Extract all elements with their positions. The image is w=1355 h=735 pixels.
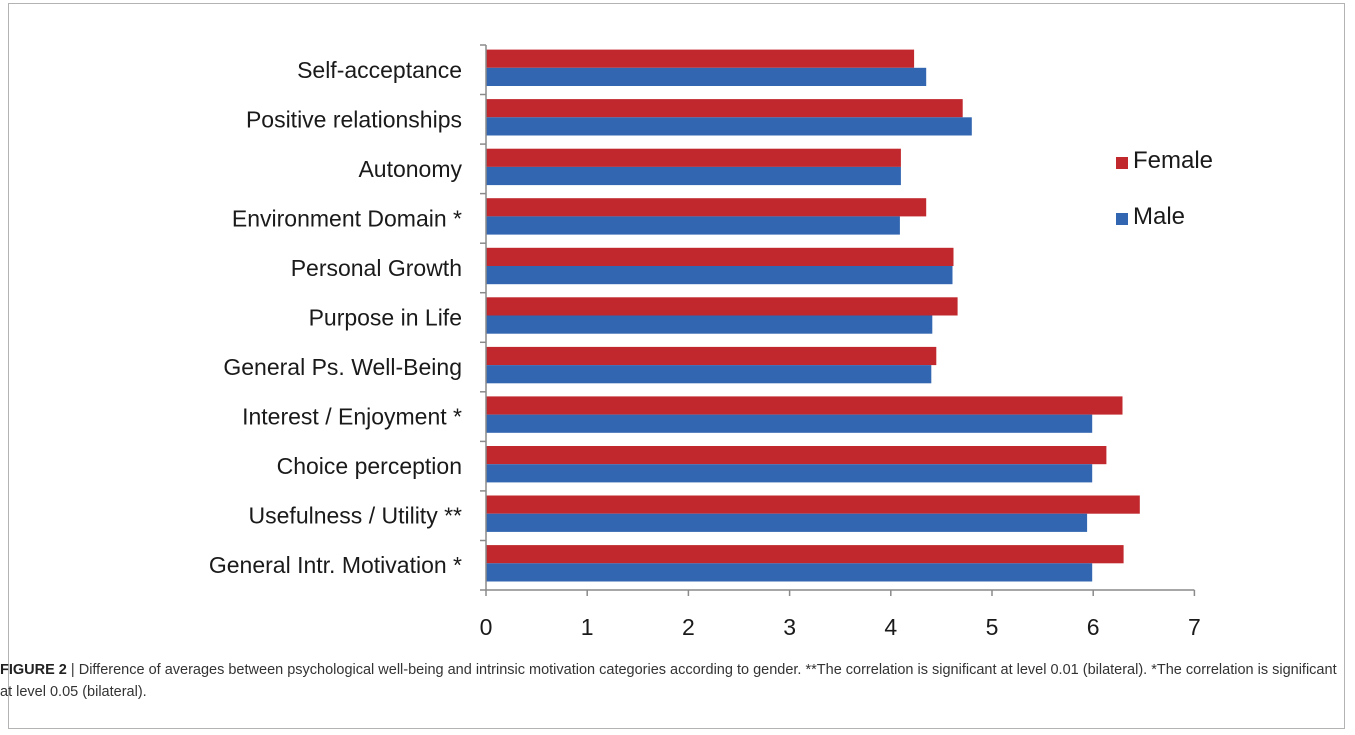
bar-female-usefulness-utility	[486, 495, 1140, 514]
category-label-choice-perception: Choice perception	[277, 453, 462, 479]
x-tick-label-5: 5	[986, 614, 999, 640]
bar-male-choice-perception	[486, 464, 1093, 483]
figure-caption: FIGURE 2 | Difference of averages betwee…	[0, 659, 1340, 703]
category-label-positive-relationships: Positive relationships	[246, 106, 462, 132]
bar-female-general-intr-motivation	[486, 545, 1124, 564]
bar-female-autonomy	[486, 148, 901, 167]
bar-male-environment-domain	[486, 216, 900, 235]
bar-chart: Self-acceptance Positive relationships Aut…	[209, 44, 1213, 640]
category-label-environment-domain: Environment Domain *	[232, 205, 462, 231]
bar-female-interest-enjoyment	[486, 396, 1123, 415]
bar-female-purpose-in-life	[486, 297, 958, 316]
category-label-self-acceptance: Self-acceptance	[297, 57, 462, 83]
x-tick-label-0: 0	[480, 614, 493, 640]
bar-male-positive-relationships	[486, 117, 972, 136]
x-tick-label-2: 2	[682, 614, 695, 640]
category-label-general-ps-well-being: General Ps. Well-Being	[223, 354, 462, 380]
x-tick-label-4: 4	[884, 614, 897, 640]
caption-separator: |	[70, 662, 75, 678]
bar-female-self-acceptance	[486, 49, 915, 68]
bar-male-general-ps-well-being	[486, 365, 932, 384]
bar-female-personal-growth	[486, 247, 954, 266]
bar-female-choice-perception	[486, 446, 1107, 465]
legend-label-male: Male	[1133, 203, 1185, 230]
legend-swatch-female	[1116, 157, 1128, 169]
category-label-interest-enjoyment: Interest / Enjoyment *	[242, 404, 462, 430]
bar-male-interest-enjoyment	[486, 414, 1093, 433]
legend-swatch-male	[1116, 213, 1128, 225]
bar-male-personal-growth	[486, 266, 953, 285]
bar-male-autonomy	[486, 166, 901, 186]
caption-text: Difference of averages between psycholog…	[0, 662, 1337, 700]
category-label-general-intr-motivation: General Intr. Motivation *	[209, 552, 462, 578]
figure-label: FIGURE 2	[0, 662, 67, 678]
bar-female-positive-relationships	[486, 99, 963, 118]
bar-male-purpose-in-life	[486, 315, 933, 334]
legend-label-female: Female	[1133, 147, 1213, 174]
bar-male-usefulness-utility	[486, 513, 1088, 532]
x-tick-label-3: 3	[783, 614, 796, 640]
x-tick-label-1: 1	[581, 614, 594, 640]
bar-female-general-ps-well-being	[486, 346, 937, 366]
bar-female-environment-domain	[486, 198, 927, 217]
category-label-usefulness-utility: Usefulness / Utility **	[249, 503, 463, 529]
bar-male-general-intr-motivation	[486, 563, 1093, 582]
category-label-autonomy: Autonomy	[358, 156, 462, 182]
bar-male-self-acceptance	[486, 67, 927, 86]
category-label-purpose-in-life: Purpose in Life	[309, 305, 462, 331]
category-label-personal-growth: Personal Growth	[291, 255, 462, 281]
x-tick-label-7: 7	[1188, 614, 1201, 640]
x-tick-label-6: 6	[1087, 614, 1100, 640]
